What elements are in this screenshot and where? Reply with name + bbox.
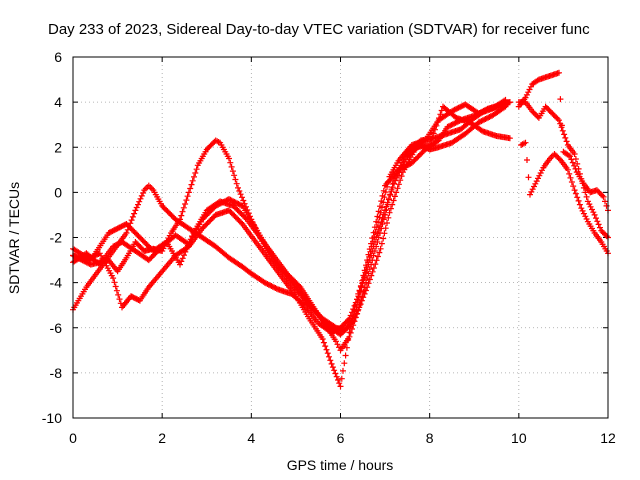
series-track-8 (518, 139, 611, 257)
y-tick-label: -2 (50, 230, 63, 246)
y-tick-label: -4 (50, 275, 63, 291)
x-tick-labels: 0 2 4 6 8 10 12 (69, 430, 616, 446)
y-tick-labels: -10 -8 -6 -4 -2 0 2 4 6 (42, 49, 62, 426)
plot-frame (72, 56, 609, 419)
x-tick-label: 0 (69, 430, 77, 446)
x-tick-label: 8 (426, 430, 434, 446)
x-tick-label: 10 (511, 430, 527, 446)
x-tick-label: 2 (158, 430, 166, 446)
y-tick-label: 6 (54, 49, 62, 65)
y-tick-label: -10 (42, 410, 62, 426)
grid (72, 56, 609, 419)
y-tick-label: 0 (54, 184, 62, 200)
y-tick-label: -6 (50, 320, 63, 336)
chart-title: Day 233 of 2023, Sidereal Day-to-day VTE… (48, 21, 590, 38)
y-tick-label: -8 (50, 365, 63, 381)
x-tick-label: 6 (337, 430, 345, 446)
series-track-2 (70, 99, 513, 354)
x-tick-label: 12 (600, 430, 616, 446)
x-axis-label: GPS time / hours (287, 457, 394, 473)
y-tick-label: 2 (54, 139, 62, 155)
data-points (70, 69, 611, 390)
series-track-7 (515, 99, 611, 241)
x-tick-label: 4 (247, 430, 255, 446)
y-tick-label: 4 (54, 94, 62, 110)
y-axis-label: SDTVAR / TECUs (6, 182, 22, 294)
series-track-4 (70, 103, 513, 338)
